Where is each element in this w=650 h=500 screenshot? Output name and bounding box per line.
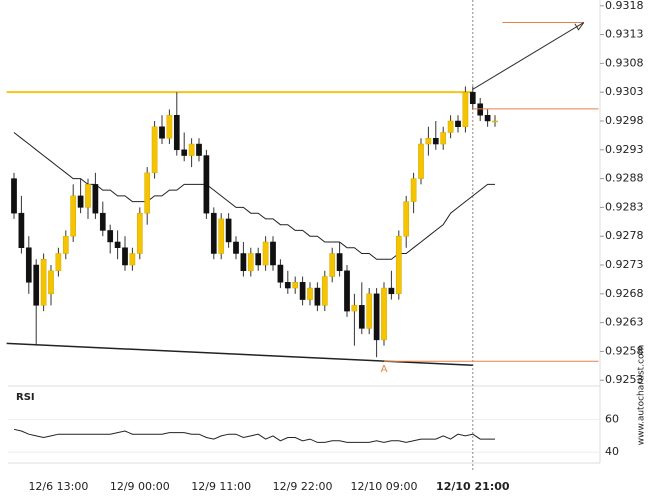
candle-body (344, 270, 350, 312)
y-tick-label: 0.9293 (605, 143, 644, 156)
candle-body (144, 172, 151, 214)
candle-body (440, 132, 447, 145)
y-tick-label: 0.9313 (605, 28, 644, 41)
candle-body (255, 253, 262, 266)
candle-body (432, 138, 439, 145)
candle-body (381, 287, 387, 341)
y-tick-label: 0.9288 (605, 172, 644, 185)
x-tick-label: 12/10 21:00 (436, 480, 510, 493)
candle-body (403, 201, 410, 237)
candle-body (455, 120, 461, 127)
candle-body (136, 212, 143, 254)
watermark: www.autochartist.com (637, 345, 647, 446)
candle-body (277, 264, 284, 283)
x-tick-label: 12/9 00:00 (110, 480, 170, 493)
candle-body (129, 253, 136, 266)
candle-body (62, 235, 69, 254)
candle-body (351, 305, 358, 312)
x-tick-label: 12/10 09:00 (351, 480, 418, 493)
candle-body (225, 218, 232, 243)
candle-body (188, 143, 195, 156)
candle-body (77, 195, 84, 208)
y-tick-label: 0.9253 (605, 373, 644, 386)
y-tick-label: 0.9283 (605, 200, 644, 213)
candle-body (492, 120, 498, 123)
rsi-line (13, 428, 495, 443)
candle-body (388, 287, 395, 295)
x-tick-label: 12/9 22:00 (273, 480, 333, 493)
y-tick-label: 0.9298 (605, 114, 644, 127)
candle-body (196, 143, 202, 156)
candle-body (240, 253, 247, 272)
candle-body (25, 247, 32, 283)
candle-body (33, 264, 40, 306)
candle-body (210, 212, 217, 254)
rsi-tick-label: 40 (605, 445, 619, 458)
y-tick-label: 0.9263 (605, 316, 644, 329)
candle-body (329, 253, 336, 277)
x-tick-label: 12/6 13:00 (28, 480, 88, 493)
y-tick-label: 0.9268 (605, 287, 644, 300)
y-tick-label: 0.9318 (605, 0, 644, 12)
candle-body (173, 114, 180, 151)
candle-body (40, 259, 47, 306)
candle-body (114, 241, 121, 248)
candle-body (366, 293, 373, 329)
forecast-arrow (472, 22, 585, 90)
rsi-tick-label: 60 (605, 413, 619, 426)
candle-body (203, 155, 210, 214)
candle-body (299, 282, 306, 300)
candle-body (314, 287, 321, 306)
candle-body (262, 241, 269, 266)
candle-body (462, 91, 469, 127)
candle-body (307, 287, 313, 300)
candle-body (92, 184, 99, 214)
candle-body (85, 184, 91, 208)
candle-body (425, 138, 432, 145)
candle-body (358, 305, 365, 329)
candle-body (410, 178, 417, 202)
point-label: A (381, 364, 388, 375)
y-tick-label: 0.9258 (605, 344, 644, 357)
candle-body (99, 212, 106, 231)
candle-body (292, 282, 299, 289)
candle-body (151, 126, 158, 174)
rsi-label: RSI (16, 392, 35, 403)
x-tick-label: 12/9 11:00 (191, 480, 251, 493)
y-tick-label: 0.9278 (605, 229, 644, 242)
candle-body (233, 241, 239, 254)
candle-body (418, 143, 424, 179)
candle-body (18, 212, 25, 248)
candle-body (11, 178, 17, 214)
candle-body (477, 103, 484, 116)
candle-body (122, 247, 128, 266)
y-tick-label: 0.9273 (605, 258, 644, 271)
candle-body (284, 282, 291, 289)
candle-body (447, 120, 454, 133)
candle-body (247, 253, 254, 272)
candle-body (484, 114, 491, 122)
candle-body (166, 114, 173, 139)
candle-body (55, 253, 62, 272)
candle-body (107, 230, 114, 243)
candle-body (373, 293, 380, 341)
candle-body (321, 276, 328, 306)
candle-body (218, 218, 225, 254)
candle-body (336, 253, 343, 272)
candle-body (70, 195, 77, 237)
y-tick-label: 0.9303 (605, 85, 644, 98)
candle-body (395, 235, 402, 295)
candle-body (270, 241, 276, 266)
candle-body (48, 270, 54, 295)
y-tick-label: 0.9308 (605, 56, 644, 69)
candle-body (469, 91, 476, 104)
candle-body (159, 126, 165, 139)
candle-body (181, 149, 188, 156)
arrow-head (574, 22, 585, 31)
